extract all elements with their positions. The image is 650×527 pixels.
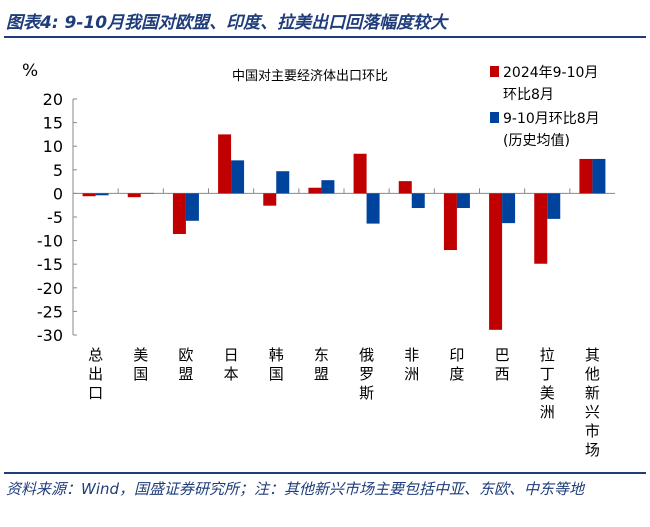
- x-tick-label-char: 西: [495, 365, 510, 383]
- y-tick-label: 5: [53, 161, 63, 180]
- x-tick-label-char: 他: [585, 365, 600, 383]
- x-tick-label-char: 罗: [359, 365, 374, 383]
- legend-label: 2024年9-10月: [503, 65, 598, 81]
- bar-historical-4: [276, 171, 290, 194]
- x-tick-label-char: 国: [269, 365, 284, 383]
- bar-2024-9: [489, 193, 503, 330]
- x-tick-label-char: 斯: [359, 384, 374, 402]
- y-tick-label: -20: [37, 279, 63, 298]
- bar-2024-6: [353, 153, 367, 194]
- x-tick-label-char: 兴: [585, 403, 600, 421]
- bar-2024-4: [263, 193, 277, 206]
- y-tick-label: -25: [37, 302, 63, 321]
- x-tick-label-char: 盟: [314, 365, 329, 383]
- bar-2024-5: [308, 187, 322, 194]
- y-tick-label: -5: [47, 208, 63, 227]
- x-tick-label-char: 洲: [540, 403, 555, 421]
- x-tick-label-char: 总: [88, 346, 103, 364]
- bar-2024-10: [534, 193, 548, 264]
- bar-historical-2: [185, 193, 199, 221]
- bar-2024-8: [443, 193, 457, 251]
- y-axis-label: %: [22, 61, 38, 81]
- x-tick-label-char: 新: [585, 384, 600, 402]
- bar-2024-1: [127, 193, 141, 198]
- x-tick-label-char: 洲: [404, 365, 419, 383]
- x-tick-label-char: 市: [585, 422, 600, 440]
- x-tick-label-char: 度: [449, 365, 464, 383]
- chart-title: 中国对主要经济体出口环比: [232, 69, 388, 84]
- bar-2024-7: [398, 181, 412, 194]
- bar-2024-0: [82, 193, 96, 197]
- x-tick-label-char: 韩: [269, 346, 284, 364]
- y-tick-label: 10: [43, 137, 63, 156]
- bar-historical-10: [547, 193, 561, 219]
- y-tick-label: 20: [43, 90, 63, 109]
- source-note: 资料来源：Wind，国盛证券研究所；注：其他新兴市场主要包括中亚、东欧、中东等地: [6, 480, 585, 498]
- bottom-rule: [4, 472, 646, 474]
- bar-historical-3: [231, 160, 245, 194]
- x-tick-label-char: 日: [224, 346, 239, 364]
- x-tick-label-char: 非: [404, 346, 419, 364]
- bar-historical-9: [502, 193, 516, 224]
- bar-2024-3: [218, 134, 232, 194]
- x-tick-label-char: 东: [314, 346, 329, 364]
- bar-2024-11: [579, 158, 593, 194]
- y-tick-label: 0: [53, 184, 63, 203]
- chart: % 中国对主要经济体出口环比 20 15 10 5 0 -5 -10 -15 -20 -25 -30 总出…: [22, 61, 615, 459]
- x-tick-label-char: 欧: [178, 346, 193, 364]
- x-tick-label-char: 出: [88, 365, 103, 383]
- legend-label: 环比8月: [503, 87, 554, 103]
- x-tick-label-char: 巴: [495, 346, 510, 364]
- figure-title: 图表4: 9-10月我国对欧盟、印度、拉美出口回落幅度较大: [6, 13, 448, 33]
- bar-historical-8: [456, 193, 470, 209]
- legend-swatch: [490, 112, 499, 123]
- legend-label: (历史均值): [503, 133, 570, 149]
- bar-historical-11: [592, 158, 606, 194]
- top-rule: [4, 36, 646, 38]
- x-tick-label-char: 盟: [178, 365, 193, 383]
- bar-historical-0: [95, 193, 109, 196]
- x-tick-label-char: 口: [88, 384, 103, 402]
- x-tick-label-char: 本: [224, 365, 239, 383]
- y-tick-label: 15: [43, 114, 63, 133]
- x-tick-label-char: 美: [540, 384, 555, 402]
- y-tick-label: -10: [37, 232, 63, 251]
- y-tick-label: -15: [37, 255, 63, 274]
- bar-historical-7: [411, 193, 425, 209]
- x-tick-label-char: 美: [133, 346, 148, 364]
- x-tick-label-char: 拉: [540, 346, 555, 364]
- legend-swatch: [490, 66, 499, 77]
- y-tick-label: -30: [37, 326, 63, 345]
- x-tick-label-char: 印: [449, 346, 464, 364]
- bar-2024-2: [172, 193, 186, 234]
- bar-historical-6: [366, 193, 380, 224]
- x-tick-label-char: 俄: [359, 346, 374, 364]
- bar-historical-5: [321, 180, 335, 194]
- x-tick-label-char: 场: [585, 441, 600, 459]
- legend-label: 9-10月环比8月: [503, 111, 600, 127]
- x-tick-label-char: 丁: [540, 365, 555, 383]
- x-tick-label-char: 国: [133, 365, 148, 383]
- x-tick-label-char: 其: [585, 346, 600, 364]
